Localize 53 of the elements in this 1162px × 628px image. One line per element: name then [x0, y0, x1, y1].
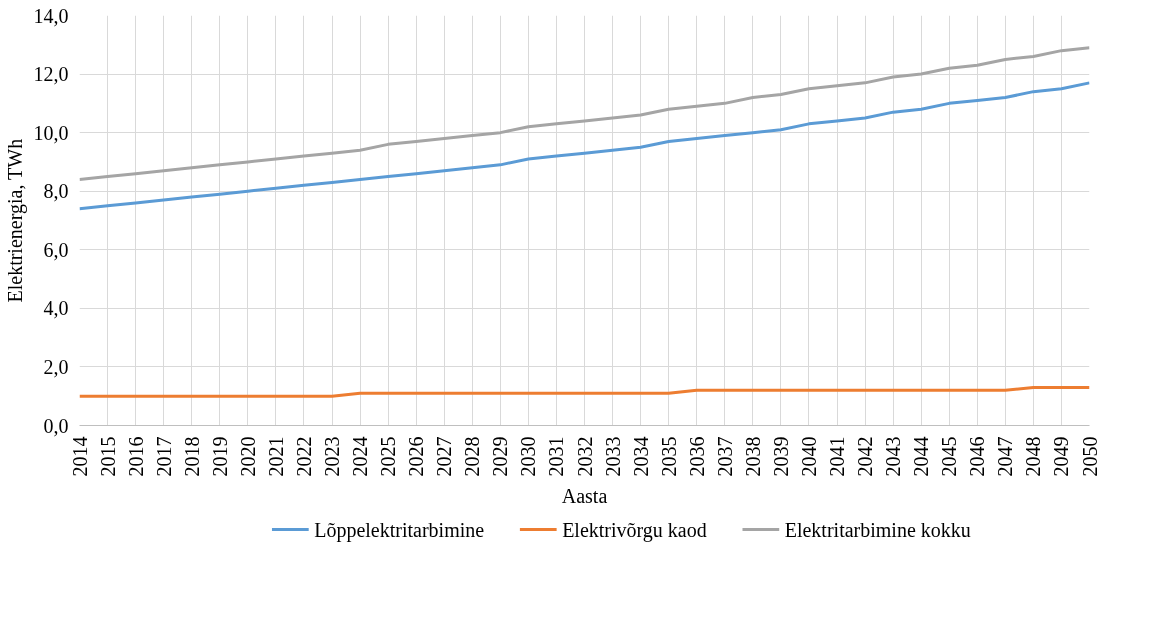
x-tick-label: 2042 — [854, 436, 877, 477]
x-tick-label: 2022 — [292, 436, 315, 477]
x-tick-label: 2037 — [713, 436, 736, 477]
y-tick-label: 6,0 — [43, 238, 69, 261]
x-tick-label: 2047 — [994, 436, 1017, 477]
line-series — [79, 385, 1090, 398]
x-tick-label: 2031 — [545, 436, 568, 477]
y-tick-label: 2,0 — [43, 355, 69, 378]
x-tick-label: 2043 — [882, 436, 905, 477]
y-tick-label: 12,0 — [33, 63, 69, 86]
legend-label: Lõppelektritarbimine — [314, 518, 485, 542]
y-tick-label: 14,0 — [33, 4, 69, 27]
legend-label: Elektritarbimine kokku — [784, 518, 971, 541]
x-tick-label: 2027 — [433, 436, 456, 477]
x-tick-label: 2026 — [405, 436, 428, 477]
x-tick-label: 2016 — [124, 436, 147, 477]
x-tick-label: 2021 — [264, 436, 287, 477]
x-tick-label: 2033 — [601, 436, 624, 477]
x-tick-label: 2046 — [966, 436, 989, 477]
x-tick-label: 2039 — [769, 436, 792, 477]
line-series — [79, 46, 1090, 181]
x-tick-label: 2041 — [826, 436, 848, 477]
line-series — [79, 81, 1090, 211]
x-tick-label: 2045 — [938, 436, 961, 477]
x-tick-label: 2036 — [685, 436, 708, 477]
x-tick-label: 2035 — [657, 436, 680, 477]
x-tick-label: 2029 — [489, 436, 512, 477]
x-tick-label: 2048 — [1022, 436, 1045, 477]
y-tick-label: 4,0 — [43, 297, 69, 320]
x-tick-label: 2017 — [152, 436, 175, 477]
legend-label: Elektrivõrgu kaod — [562, 518, 707, 542]
x-tick-label: 2044 — [910, 436, 933, 477]
x-tick-label: 2032 — [573, 436, 596, 477]
x-tick-label: 2050 — [1078, 436, 1101, 477]
y-tick-label: 0,0 — [43, 414, 69, 437]
x-tick-label: 2030 — [517, 436, 540, 477]
x-tick-label: 2014 — [68, 436, 91, 477]
y-tick-label: 10,0 — [33, 121, 69, 144]
x-tick-label: 2023 — [321, 436, 343, 477]
y-axis-title: Elektrienergia, TWh — [3, 138, 27, 303]
x-tick-label: 2034 — [629, 436, 652, 477]
x-tick-label: 2038 — [741, 436, 764, 477]
x-tick-label: 2049 — [1050, 436, 1073, 477]
x-tick-label: 2015 — [96, 436, 119, 477]
x-tick-label: 2025 — [377, 436, 400, 477]
x-tick-label: 2018 — [180, 436, 203, 477]
y-tick-label: 8,0 — [43, 180, 69, 203]
x-tick-label: 2028 — [461, 436, 484, 477]
x-tick-label: 2040 — [797, 436, 820, 477]
x-axis-title: Aasta — [561, 484, 608, 507]
x-tick-label: 2024 — [349, 436, 372, 477]
x-tick-label: 2020 — [236, 436, 259, 477]
x-tick-label: 2019 — [208, 436, 231, 477]
